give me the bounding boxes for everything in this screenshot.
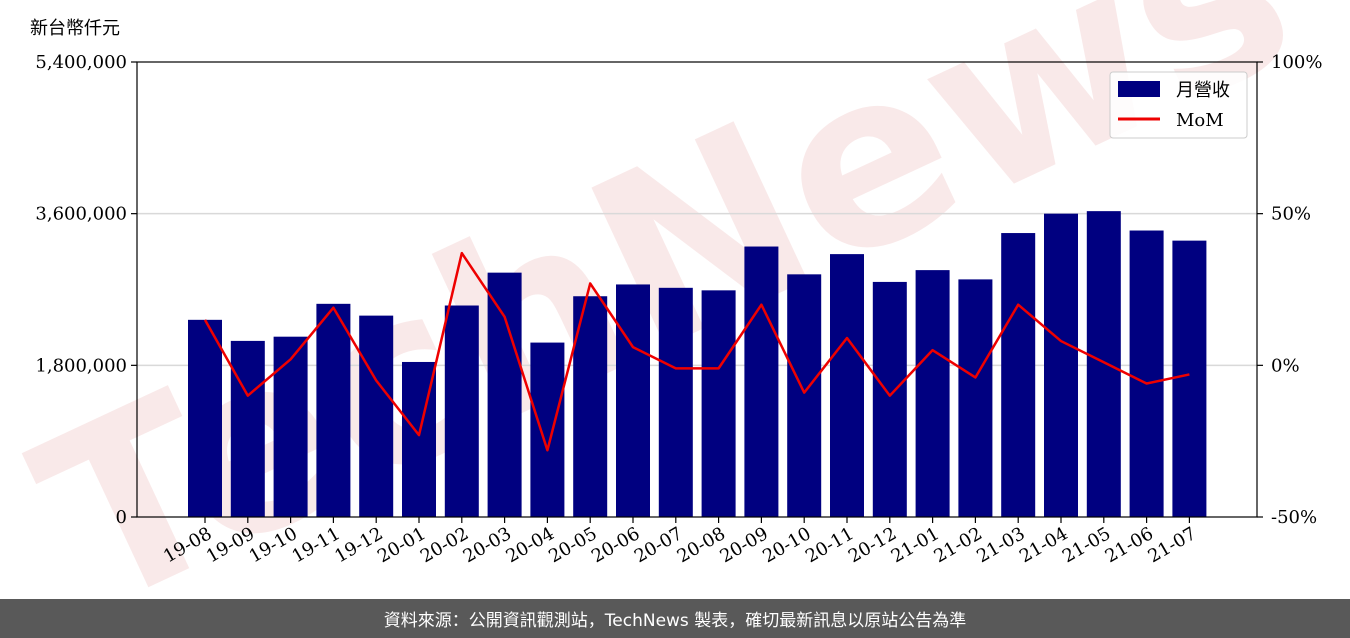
bar-20-11 — [830, 254, 864, 517]
right-tick-label-2: 50% — [1271, 204, 1311, 225]
x-tick-label-21-03: 21-03 — [973, 523, 1028, 567]
x-tick-label-21-07: 21-07 — [1144, 523, 1199, 567]
x-tick-label-21-06: 21-06 — [1102, 523, 1157, 567]
bar-20-02 — [444, 305, 479, 517]
bar-21-06 — [1129, 230, 1164, 517]
legend-bar-swatch — [1118, 81, 1160, 97]
footer: 資料來源：公開資訊觀測站，TechNews 製表，確切最新訊息以原站公告為準 — [0, 599, 1350, 638]
bar-19-11 — [316, 303, 351, 517]
legend: 月營收 MoM — [1109, 71, 1248, 139]
x-tick-label-21-05: 21-05 — [1059, 523, 1114, 567]
x-tick-label-20-05: 20-05 — [545, 523, 600, 567]
legend-line-label: MoM — [1176, 110, 1224, 131]
x-tick-label-21-02: 21-02 — [930, 523, 985, 567]
mom-line — [203, 251, 1190, 452]
bar-20-09 — [744, 246, 779, 517]
bar-series — [188, 211, 1207, 517]
bar-20-08 — [701, 290, 736, 517]
right-y-axis: -50% 0% 50% 100% — [1257, 52, 1322, 528]
x-tick-label-20-12: 20-12 — [845, 523, 900, 567]
bar-20-03 — [487, 272, 522, 517]
left-tick-label-0: 0 — [116, 507, 127, 528]
left-tick-label-1: 1,800,000 — [35, 355, 127, 376]
bar-21-01 — [915, 270, 950, 517]
x-tick-label-20-03: 20-03 — [460, 523, 515, 567]
legend-bar-label: 月營收 — [1176, 80, 1230, 101]
bar-19-10 — [273, 336, 308, 517]
bar-20-07 — [658, 287, 693, 517]
bar-21-02 — [958, 279, 993, 517]
bar-19-12 — [359, 315, 394, 517]
bar-20-05 — [573, 296, 608, 517]
x-tick-label-20-09: 20-09 — [716, 523, 771, 567]
x-tick-label-20-08: 20-08 — [674, 523, 729, 567]
mom-line-series — [203, 251, 1190, 452]
x-tick-label-21-01: 21-01 — [888, 523, 943, 567]
bar-21-05 — [1086, 211, 1121, 517]
left-y-axis: 0 1,800,000 3,600,000 5,400,000 — [35, 52, 137, 528]
bar-20-06 — [616, 284, 650, 517]
x-tick-label-20-02: 20-02 — [417, 523, 472, 567]
bar-20-10 — [787, 274, 822, 517]
bar-20-12 — [872, 281, 907, 517]
bar-21-04 — [1044, 213, 1078, 517]
right-tick-label-0: -50% — [1271, 507, 1317, 528]
y-axis-unit-label: 新台幣仟元 — [30, 18, 120, 39]
x-tick-label-21-04: 21-04 — [1016, 523, 1071, 567]
bar-21-03 — [1001, 233, 1036, 517]
right-tick-label-1: 0% — [1271, 355, 1300, 376]
x-tick-label-20-06: 20-06 — [588, 523, 643, 567]
x-tick-label-20-07: 20-07 — [631, 523, 686, 567]
right-tick-label-3: 100% — [1271, 52, 1322, 73]
bar-21-07 — [1172, 240, 1207, 517]
bar-20-04 — [530, 342, 565, 517]
left-tick-label-2: 3,600,000 — [35, 204, 127, 225]
x-tick-label-20-10: 20-10 — [759, 523, 814, 567]
footer-source-text: 資料來源：公開資訊觀測站，TechNews 製表，確切最新訊息以原站公告為準 — [383, 611, 967, 631]
x-tick-label-20-04: 20-04 — [502, 523, 557, 567]
bar-19-08 — [188, 319, 222, 517]
x-tick-label-20-11: 20-11 — [802, 523, 857, 567]
bar-19-09 — [230, 340, 265, 517]
left-tick-label-3: 5,400,000 — [35, 52, 127, 73]
plot-frame — [136, 61, 1258, 518]
